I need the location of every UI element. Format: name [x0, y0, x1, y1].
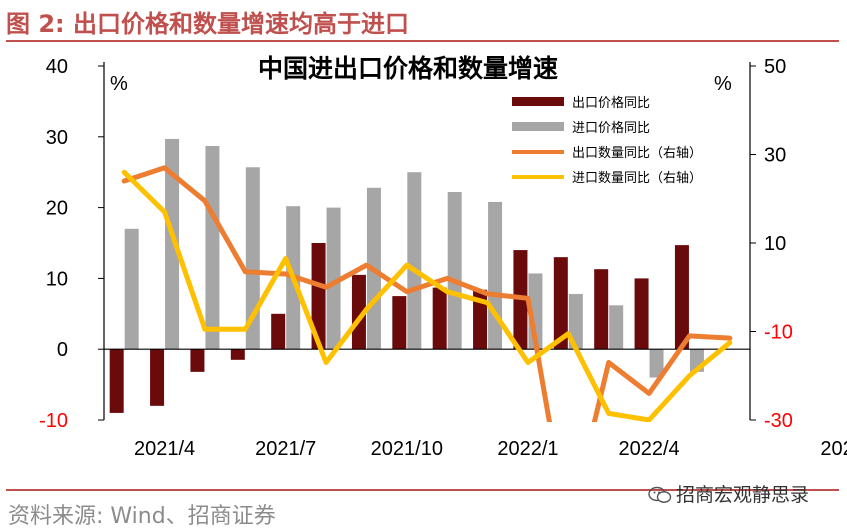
right-tick-label: 50	[764, 56, 786, 78]
right-tick-label: -10	[764, 322, 793, 344]
bar-import-price	[165, 138, 180, 350]
bottom-divider	[6, 489, 839, 491]
bar-import-price	[568, 293, 583, 350]
legend-label: 进口价格同比	[572, 120, 650, 136]
bar-export-price	[634, 278, 649, 350]
bar-import-price	[609, 305, 624, 350]
legend-label: 进口数量同比（右轴）	[572, 171, 702, 186]
left-tick-label: 40	[46, 56, 68, 78]
left-tick-label: 10	[46, 268, 68, 290]
top-divider	[6, 40, 839, 42]
x-tick-label: 2022/4	[618, 438, 679, 460]
right-tick-label: -30	[764, 410, 793, 432]
line-import-volume	[121, 169, 733, 422]
source-note: 资料来源: Wind、招商证券	[8, 504, 276, 529]
bar-export-price	[190, 349, 205, 372]
bar-layer	[109, 138, 704, 413]
chart-title: 中国进出口价格和数量增速	[258, 54, 558, 83]
watermark-text: 招商宏观静思录	[676, 484, 810, 506]
legend-label: 出口价格同比	[572, 95, 650, 111]
bar-export-price	[594, 269, 609, 350]
line-export-volume	[121, 165, 733, 422]
bar-export-price	[150, 349, 165, 406]
bar-import-price	[447, 192, 462, 350]
x-tick-label: 2022/7	[820, 438, 847, 460]
bar-export-price	[109, 349, 124, 413]
left-tick-label: 20	[46, 198, 68, 220]
x-tick-label: 2021/10	[371, 438, 443, 460]
axes-layer: -10 0 10 20 30 40 -30 -10 10 30 50 2021/4 2021/7 2021…	[39, 56, 847, 460]
bar-export-price	[392, 296, 407, 350]
figure-title: 图 2: 出口价格和数量增速均高于进口	[6, 10, 410, 38]
bar-import-price	[649, 349, 664, 378]
legend-swatch	[512, 122, 564, 131]
wechat-icon	[648, 486, 672, 503]
left-tick-label: 30	[46, 127, 68, 149]
bar-export-price	[351, 274, 366, 350]
x-tick-label: 2022/1	[497, 438, 558, 460]
bar-import-price	[124, 228, 139, 350]
chart: -10 0 10 20 30 40 -30 -10 10 30 50 2021/4 2021/7 2021…	[39, 54, 847, 460]
bar-import-price	[407, 172, 422, 350]
bar-export-price	[553, 257, 568, 350]
x-tick-label: 2021/7	[255, 438, 316, 460]
bar-export-price	[432, 287, 447, 350]
legend-label: 出口数量同比（右轴）	[572, 146, 702, 161]
right-tick-label: 10	[764, 233, 786, 255]
bar-export-price	[311, 243, 326, 350]
right-unit-label: %	[714, 73, 732, 95]
bar-export-price	[230, 349, 245, 360]
right-tick-label: 30	[764, 145, 786, 167]
line-layer	[121, 165, 733, 422]
left-tick-label: 0	[57, 339, 68, 361]
watermark: 招商宏观静思录	[648, 480, 809, 507]
x-tick-label: 2021/4	[134, 438, 195, 460]
bar-import-price	[488, 201, 503, 350]
bar-export-price	[473, 289, 488, 350]
bar-import-price	[326, 207, 341, 350]
bar-export-price	[674, 245, 689, 350]
bar-export-price	[271, 313, 286, 350]
legend-swatch	[512, 97, 564, 106]
left-unit-label: %	[110, 73, 128, 95]
bar-import-price	[245, 167, 260, 350]
left-tick-label: -10	[39, 410, 68, 432]
bar-import-price	[205, 146, 220, 350]
